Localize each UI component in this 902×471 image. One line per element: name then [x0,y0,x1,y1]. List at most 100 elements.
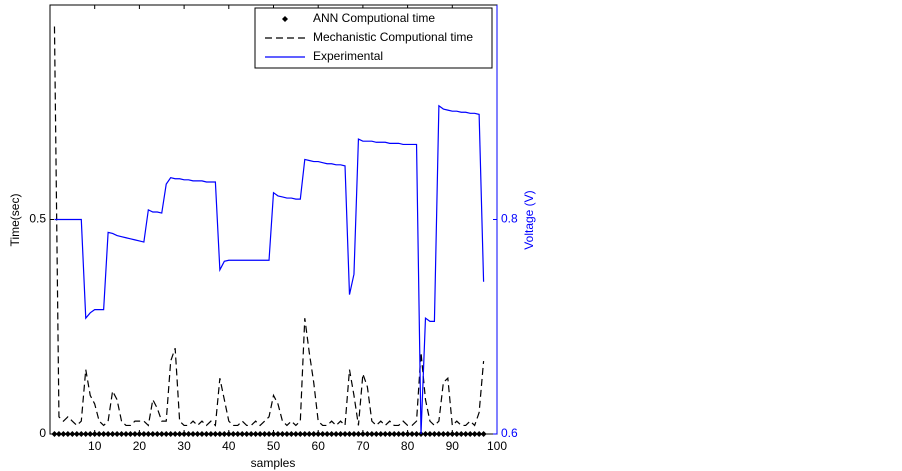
series-line [54,104,485,435]
series-marker [248,431,255,437]
legend-label: Mechanistic Computional time [313,30,473,44]
legend-box [254,7,493,69]
series-marker [118,431,125,437]
series-marker [127,431,134,437]
series-marker [301,431,308,437]
series-marker [400,431,407,437]
series-marker [114,431,121,437]
series-marker [73,431,80,437]
plot-frame [49,4,498,435]
series-marker [257,431,264,437]
series-marker [230,431,237,437]
series-marker [337,431,344,437]
y2-axis-label: Voltage (V) [522,190,536,249]
series-marker [382,431,389,437]
series-marker [105,431,112,437]
series-marker [261,431,268,437]
y2-tick-label: 0.8 [501,212,518,226]
series-marker [444,431,451,437]
series-marker [181,431,188,437]
x-tick-label: 40 [222,439,236,453]
series-marker [404,431,411,437]
series-marker [60,431,67,437]
series-marker [319,431,326,437]
series-marker [243,431,250,437]
series-marker [131,431,138,437]
series-marker [78,431,85,437]
series-marker [386,431,393,437]
x-axis-label: samples [251,456,296,470]
series-marker [471,431,478,437]
series-marker [167,431,174,437]
series-marker [431,431,438,437]
series-marker [350,431,357,437]
series-marker [476,431,483,437]
series-marker [221,431,228,437]
series-marker [395,431,402,437]
series-marker [252,431,259,437]
series-marker [203,431,210,437]
series-marker [467,431,474,437]
series-marker [100,431,107,437]
series-marker [194,431,201,437]
series-marker [109,431,116,437]
series-marker [458,431,465,437]
series-marker [91,431,98,437]
series-marker [462,431,469,437]
series-marker [216,431,223,437]
series-marker [96,431,103,437]
series-marker [136,431,143,437]
series-marker [140,431,147,437]
series-marker [55,431,62,437]
series-marker [190,431,197,437]
series-marker [391,431,398,437]
series-marker [234,431,241,437]
series-marker [409,431,416,437]
series-marker [449,431,456,437]
series-marker [453,431,460,437]
x-tick-label: 30 [177,439,191,453]
series-marker [292,431,299,437]
series-marker [64,431,71,437]
series-marker [149,431,156,437]
series-marker [172,431,179,437]
y-tick-label: 0.5 [29,212,46,226]
series-marker [87,431,94,437]
x-tick-label: 10 [88,439,102,453]
x-tick-label: 70 [356,439,370,453]
series-marker [342,431,349,437]
series-marker [122,431,129,437]
series-marker [377,431,384,437]
series-marker [163,431,170,437]
series-marker [306,431,313,437]
series-marker [266,431,273,437]
series-marker [283,431,290,437]
series-marker [185,431,192,437]
series-marker [315,431,322,437]
series-marker [373,431,380,437]
series-marker [346,431,353,437]
series-marker [145,431,152,437]
series-marker [480,431,487,437]
series-marker [426,431,433,437]
series-line [53,26,485,427]
y2-tick-label: 0.6 [501,426,518,440]
x-tick-label: 90 [446,439,460,453]
series-marker [440,431,447,437]
series-marker [368,431,375,437]
series-marker [270,431,277,437]
series-marker [435,431,442,437]
series-marker [212,431,219,437]
series-marker [288,431,295,437]
series-marker [158,431,165,437]
series-marker [154,431,161,437]
y-axis-label: Time(sec) [8,194,22,247]
series-marker [176,431,183,437]
x-tick-label: 50 [267,439,281,453]
series-marker [82,431,89,437]
series-marker [324,431,331,437]
series-marker [328,431,335,437]
series-marker [422,431,429,437]
